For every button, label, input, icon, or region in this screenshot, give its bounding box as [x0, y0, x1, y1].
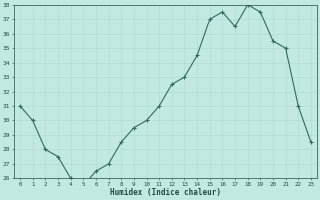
X-axis label: Humidex (Indice chaleur): Humidex (Indice chaleur): [110, 188, 221, 197]
